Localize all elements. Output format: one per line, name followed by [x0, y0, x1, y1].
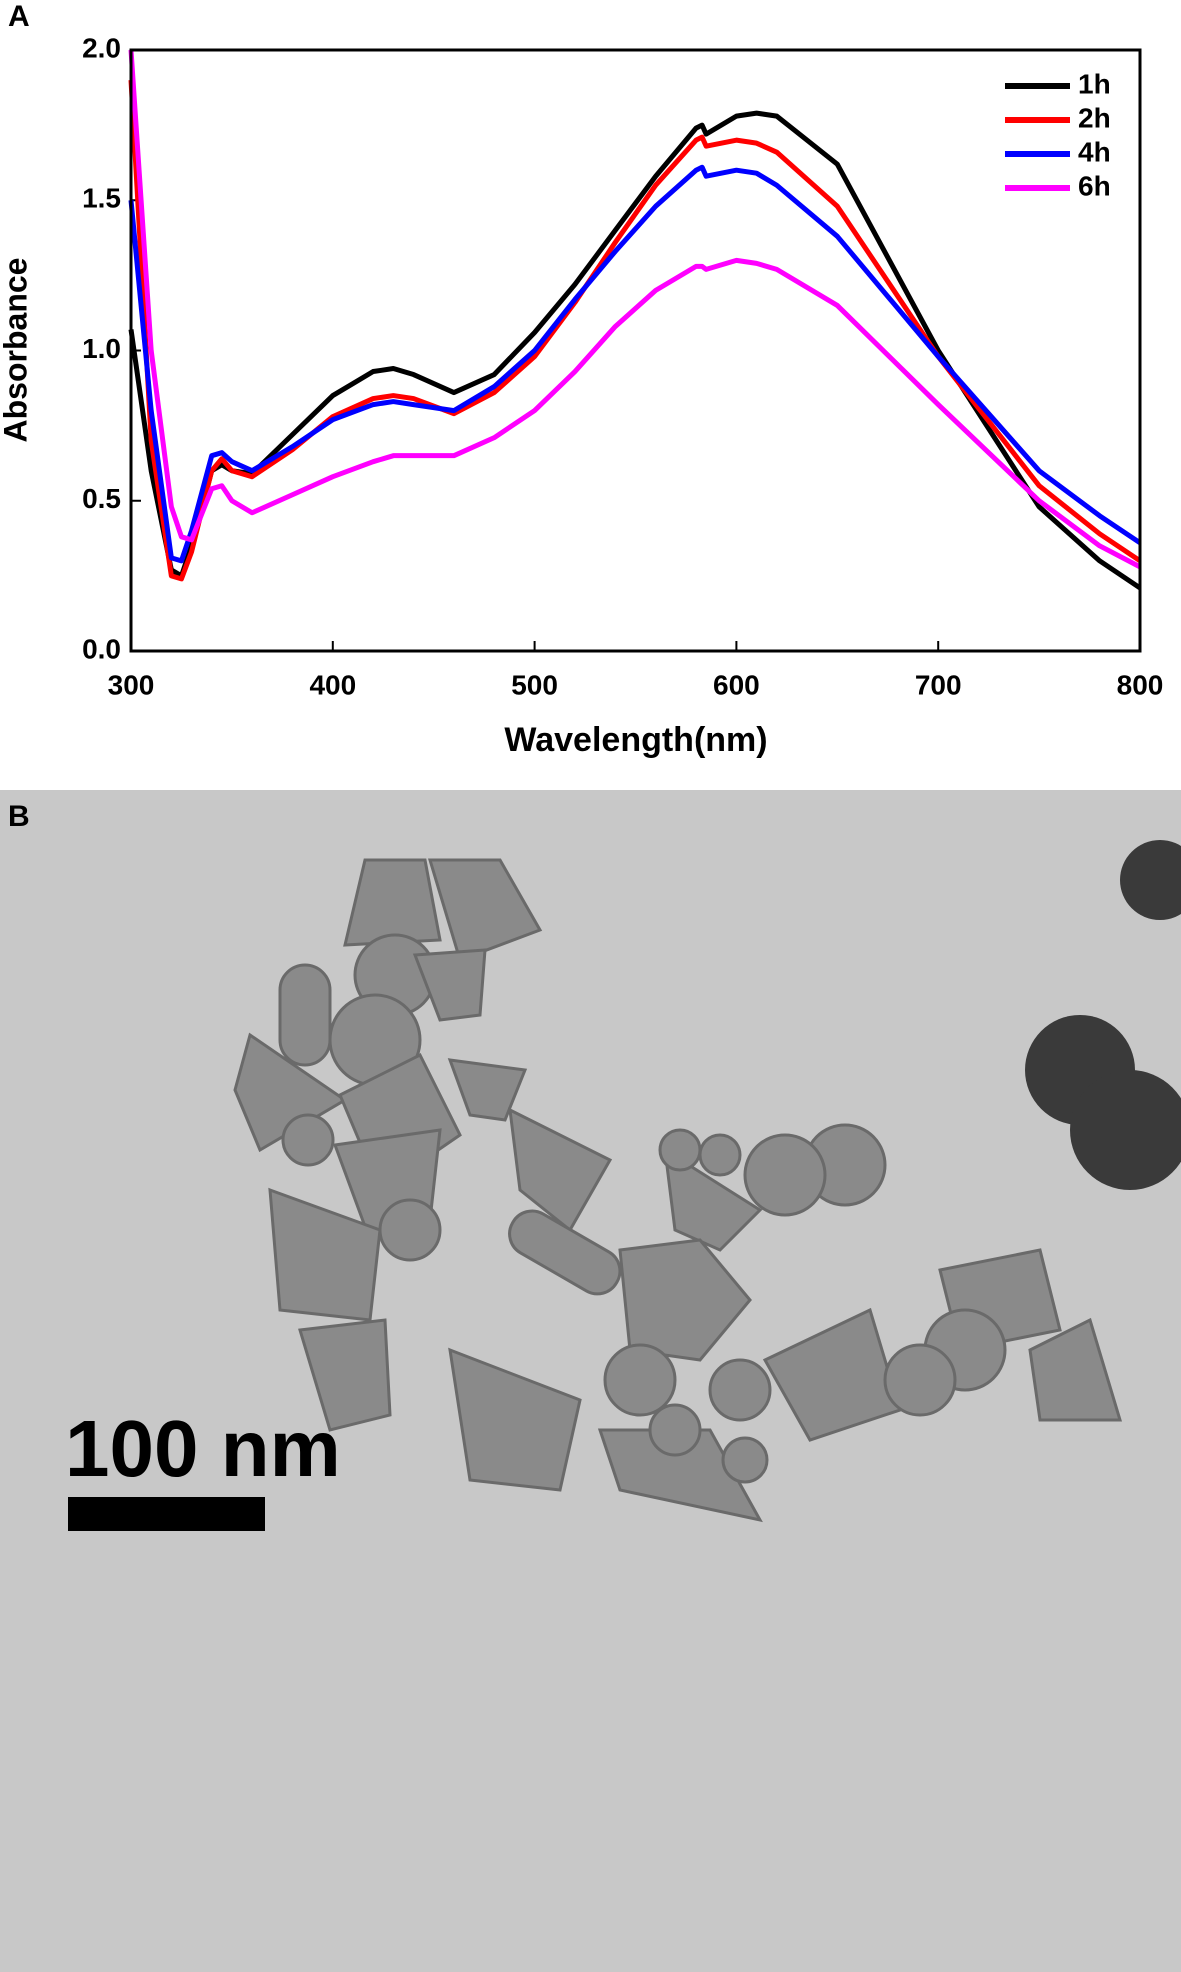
x-tick-label: 400 — [309, 669, 356, 700]
chart: A Wavelength(nm) Absorbance 0.0 0.5 1.0 1.5… — [0, 0, 1164, 759]
line — [128, 110, 1142, 590]
x-tick-label: 500 — [511, 669, 558, 700]
y-tick-label: 1.0 — [82, 333, 121, 364]
x-tick-label: 700 — [915, 669, 962, 700]
panel-label: B — [8, 800, 30, 833]
y-tick-label: 0.0 — [82, 633, 121, 664]
line — [128, 79, 1142, 582]
line — [128, 164, 1142, 564]
y-tick-label: 2.0 — [82, 32, 121, 63]
x-tick-label: 600 — [713, 669, 760, 700]
plot-frame — [129, 48, 1142, 653]
line — [128, 49, 1142, 570]
x-tick-label: 800 — [1117, 669, 1164, 700]
tem-image: 100 nm B — [0, 790, 1181, 1972]
legend-label: 6h — [1078, 170, 1111, 201]
y-tick-label: 1.5 — [82, 183, 121, 214]
legend-label: 4h — [1078, 136, 1111, 167]
x-tick-label: 300 — [108, 669, 155, 700]
legend-label: 2h — [1078, 102, 1111, 133]
panel-label: A — [8, 0, 30, 33]
scale-bar — [68, 1497, 265, 1531]
y-tick-label: 0.5 — [82, 483, 121, 514]
x-axis-label: Wavelength(nm) — [504, 721, 767, 759]
legend-label: 1h — [1078, 68, 1111, 99]
scale-bar-label: 100 nm — [65, 1404, 341, 1493]
y-axis-label: Absorbance — [0, 258, 33, 443]
